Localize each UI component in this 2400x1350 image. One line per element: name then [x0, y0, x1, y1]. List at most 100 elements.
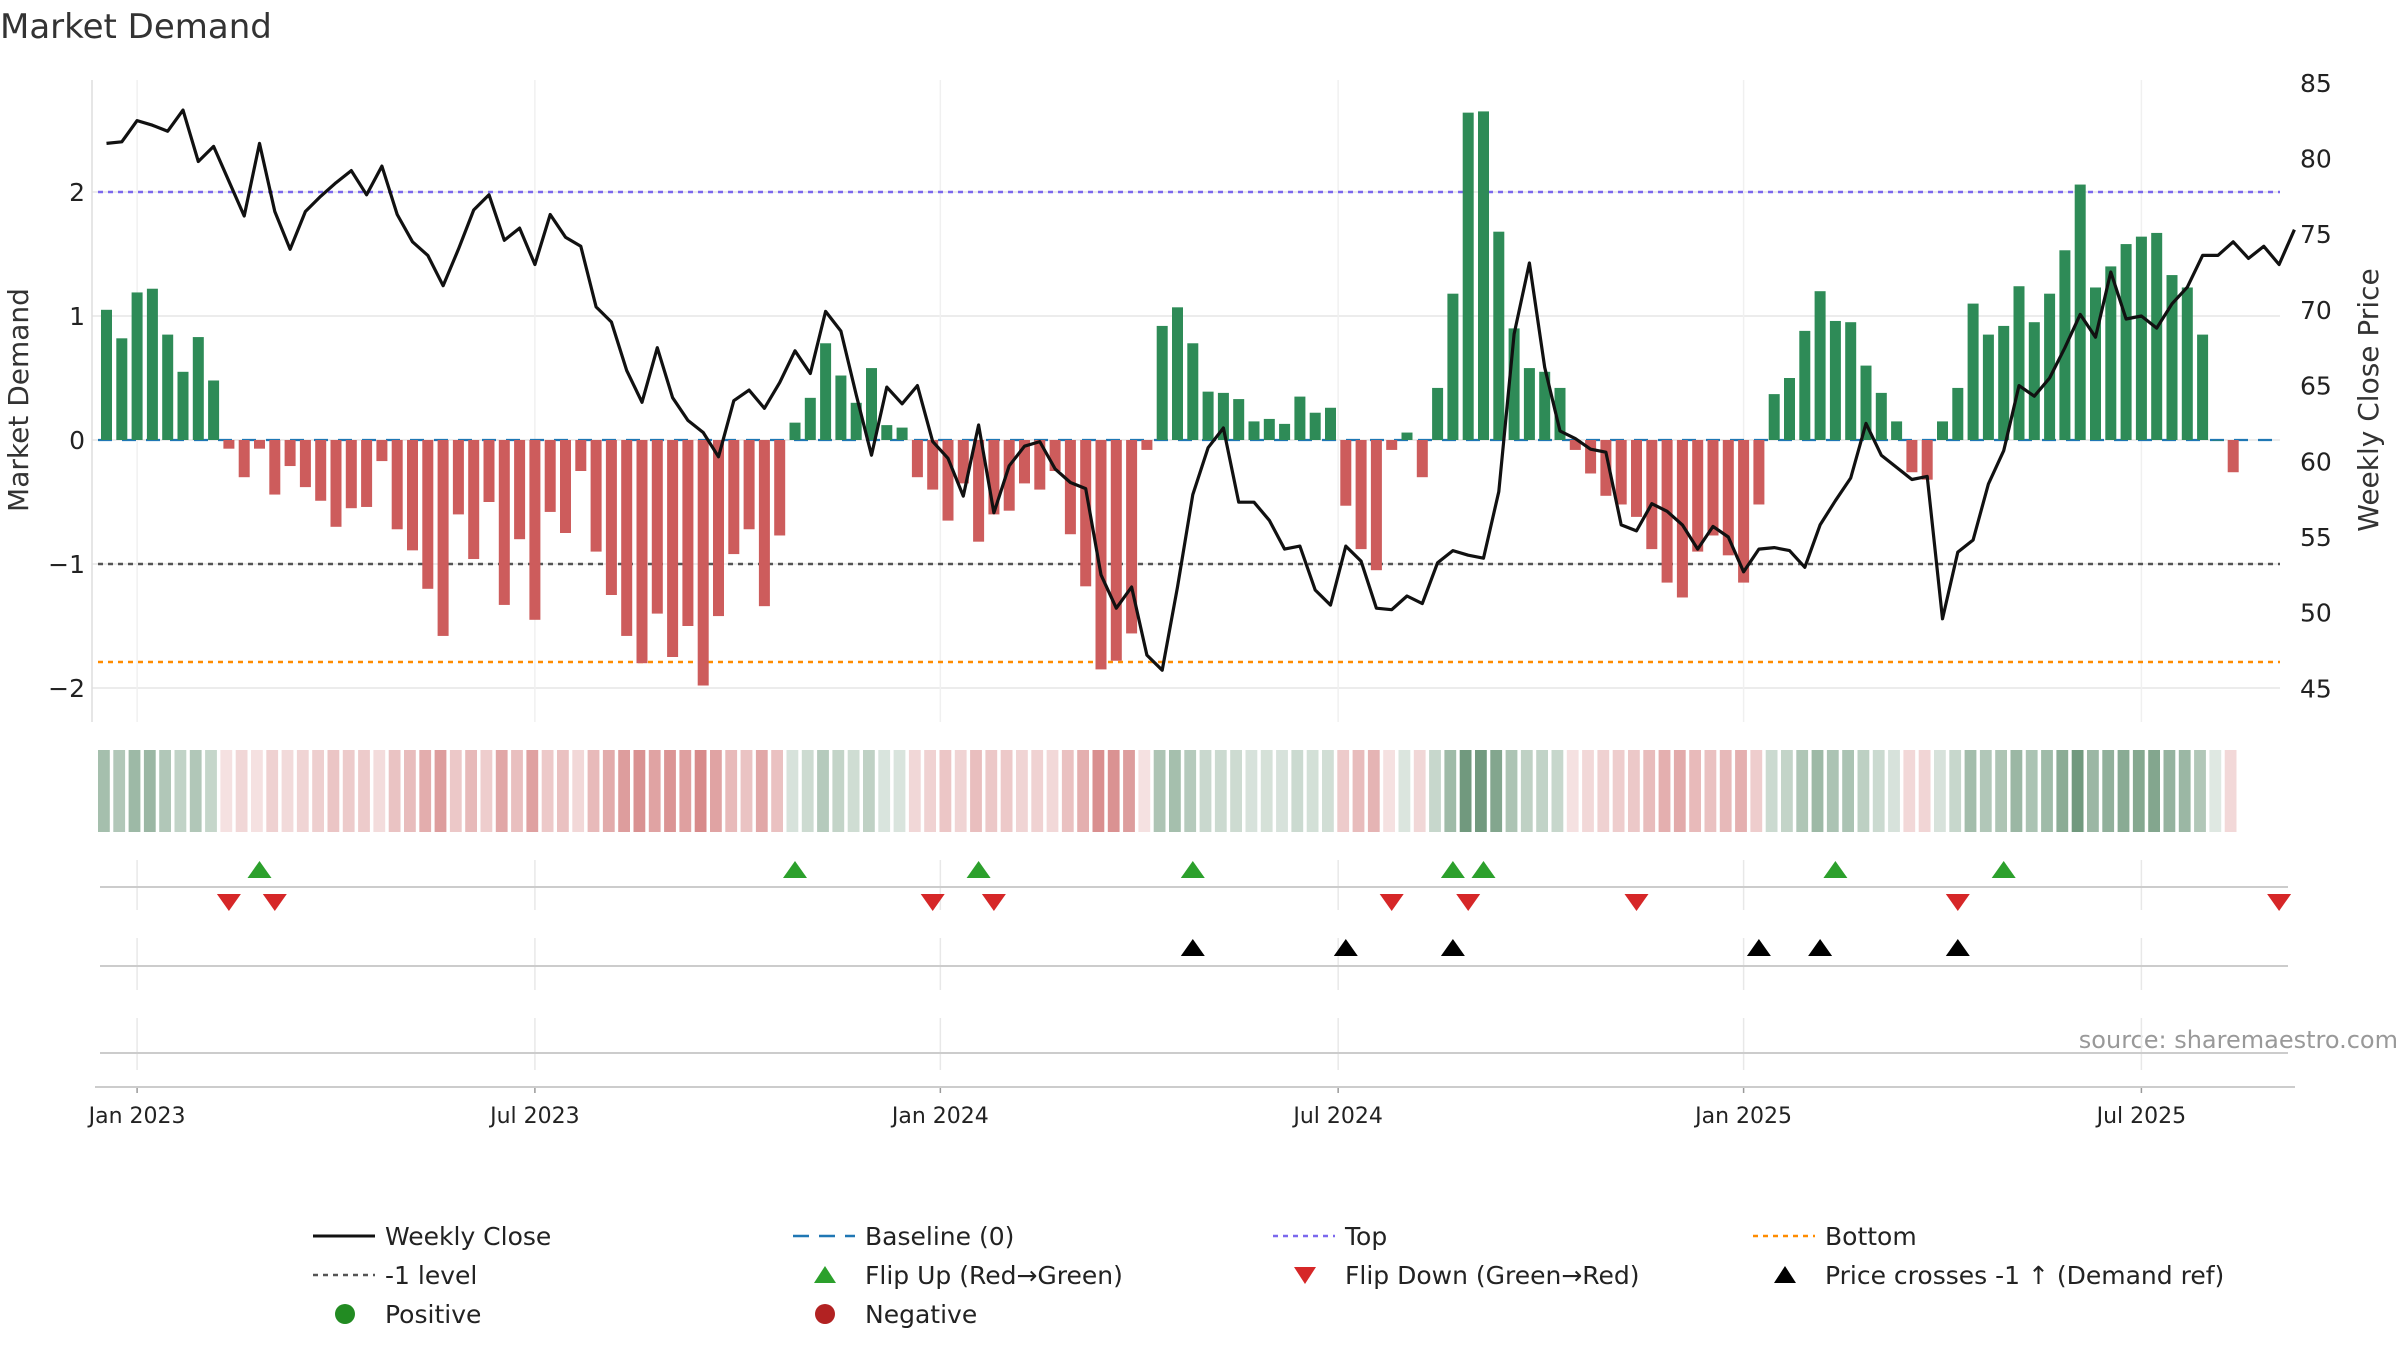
demand-bar: [1034, 440, 1046, 490]
demand-bar: [850, 402, 862, 440]
demand-strip-cell: [113, 750, 126, 832]
demand-strip-cell: [954, 750, 967, 832]
demand-bar: [437, 440, 449, 636]
y-tick-label-left: 0: [69, 426, 85, 455]
demand-bar: [560, 440, 571, 533]
demand-bar: [284, 440, 296, 467]
demand-strip-cell: [1505, 750, 1518, 832]
flip-down-marker: [920, 894, 945, 911]
demand-strip-cell: [2194, 750, 2206, 832]
demand-strip-cell: [1398, 750, 1411, 832]
demand-bar: [1340, 440, 1352, 506]
demand-strip-cell: [587, 750, 600, 832]
flip-down-marker: [2267, 894, 2292, 911]
demand-strip-cell: [1872, 750, 1885, 832]
demand-bar: [1738, 440, 1750, 583]
x-tick-label: Jul 2025: [2095, 1104, 2187, 1129]
y-tick-label-right: 75: [2300, 220, 2332, 249]
demand-strip-cell: [1689, 750, 1701, 832]
demand-bar: [1569, 440, 1581, 450]
demand-bar: [1478, 111, 1489, 441]
color-strip-layer: [98, 750, 2237, 832]
demand-bar: [177, 371, 189, 440]
demand-bar: [1110, 440, 1122, 661]
flip-up-marker: [1991, 861, 2016, 878]
demand-bar: [101, 309, 112, 440]
legend-swatch-negative: [815, 1304, 835, 1324]
demand-bar: [1799, 330, 1811, 440]
demand-bar: [758, 440, 770, 607]
demand-bar: [621, 440, 633, 636]
demand-bar: [2028, 322, 2040, 440]
demand-strip-cell: [1719, 750, 1732, 832]
demand-bar: [2074, 184, 2086, 440]
axes-layer: 2 1 0 −1 −2 85 80 75 70 65 60 55 50 45 Jan 2023 Jul 202…: [48, 69, 2332, 1129]
demand-strip-cell: [1903, 750, 1916, 832]
demand-strip-cell: [1750, 750, 1763, 832]
demand-bar: [1172, 307, 1183, 440]
demand-bar: [1707, 440, 1719, 536]
demand-strip-cell: [465, 750, 477, 832]
demand-bar: [2044, 293, 2056, 440]
demand-bar: [1447, 293, 1459, 440]
demand-bar: [1049, 440, 1061, 471]
flip-up-marker: [1440, 861, 1465, 878]
demand-strip-cell: [143, 750, 156, 832]
demand-strip-cell: [572, 750, 585, 832]
demand-bar: [1095, 440, 1107, 670]
demand-strip-cell: [2224, 750, 2237, 832]
demand-bar: [1646, 440, 1658, 550]
demand-bar: [590, 440, 602, 552]
y-tick-label-right: 70: [2300, 296, 2332, 325]
demand-bar: [820, 343, 832, 440]
demand-strip-cell: [633, 750, 646, 832]
demand-strip-cell: [985, 750, 998, 832]
demand-strip-cell: [2132, 750, 2145, 832]
demand-bar: [1860, 365, 1872, 440]
demand-bar: [1982, 334, 1994, 440]
demand-strip-cell: [1520, 750, 1533, 832]
chart-title: Market Demand: [0, 7, 272, 47]
demand-strip-cell: [449, 750, 462, 832]
demand-bar: [1462, 112, 1474, 440]
demand-bar: [1156, 325, 1168, 440]
demand-strip-cell: [541, 750, 554, 832]
legend-label-baseline: Baseline (0): [865, 1222, 1014, 1251]
demand-bar: [2135, 236, 2147, 440]
demand-strip-cell: [1306, 750, 1319, 832]
demand-bar: [911, 440, 923, 478]
demand-strip-cell: [1429, 750, 1441, 832]
demand-bar: [1370, 440, 1382, 571]
demand-strip-cell: [893, 750, 906, 832]
demand-strip-cell: [1092, 750, 1105, 832]
x-tick-label: Jan 2025: [1693, 1104, 1792, 1129]
demand-bar: [498, 440, 510, 605]
demand-bar: [162, 334, 174, 440]
demand-bar: [1829, 320, 1841, 440]
demand-strip-cell: [1765, 750, 1778, 832]
flip-down-marker: [1456, 894, 1481, 911]
y-tick-label-left: 2: [69, 178, 85, 207]
demand-strip-cell: [801, 750, 814, 832]
demand-bar: [713, 440, 724, 617]
demand-strip-cell: [1260, 750, 1273, 832]
demand-strip-cell: [511, 750, 523, 832]
demand-strip-cell: [1995, 750, 2007, 832]
demand-strip-cell: [710, 750, 722, 832]
demand-bar: [1891, 421, 1903, 440]
demand-strip-cell: [1031, 750, 1044, 832]
demand-bar: [988, 440, 1000, 515]
demand-bar: [1064, 440, 1076, 535]
demand-bar: [468, 440, 480, 560]
price-cross-marker: [1333, 939, 1358, 956]
demand-bar: [131, 292, 143, 440]
y-tick-label-left: −2: [48, 674, 85, 703]
demand-bar: [1217, 392, 1229, 440]
demand-bar: [896, 427, 908, 440]
y-tick-label-right: 45: [2300, 674, 2332, 703]
demand-strip-cell: [1964, 750, 1977, 832]
demand-strip-cell: [2041, 750, 2053, 832]
demand-bar: [422, 440, 434, 589]
demand-strip-cell: [1888, 750, 1900, 832]
demand-bar: [2120, 244, 2132, 440]
